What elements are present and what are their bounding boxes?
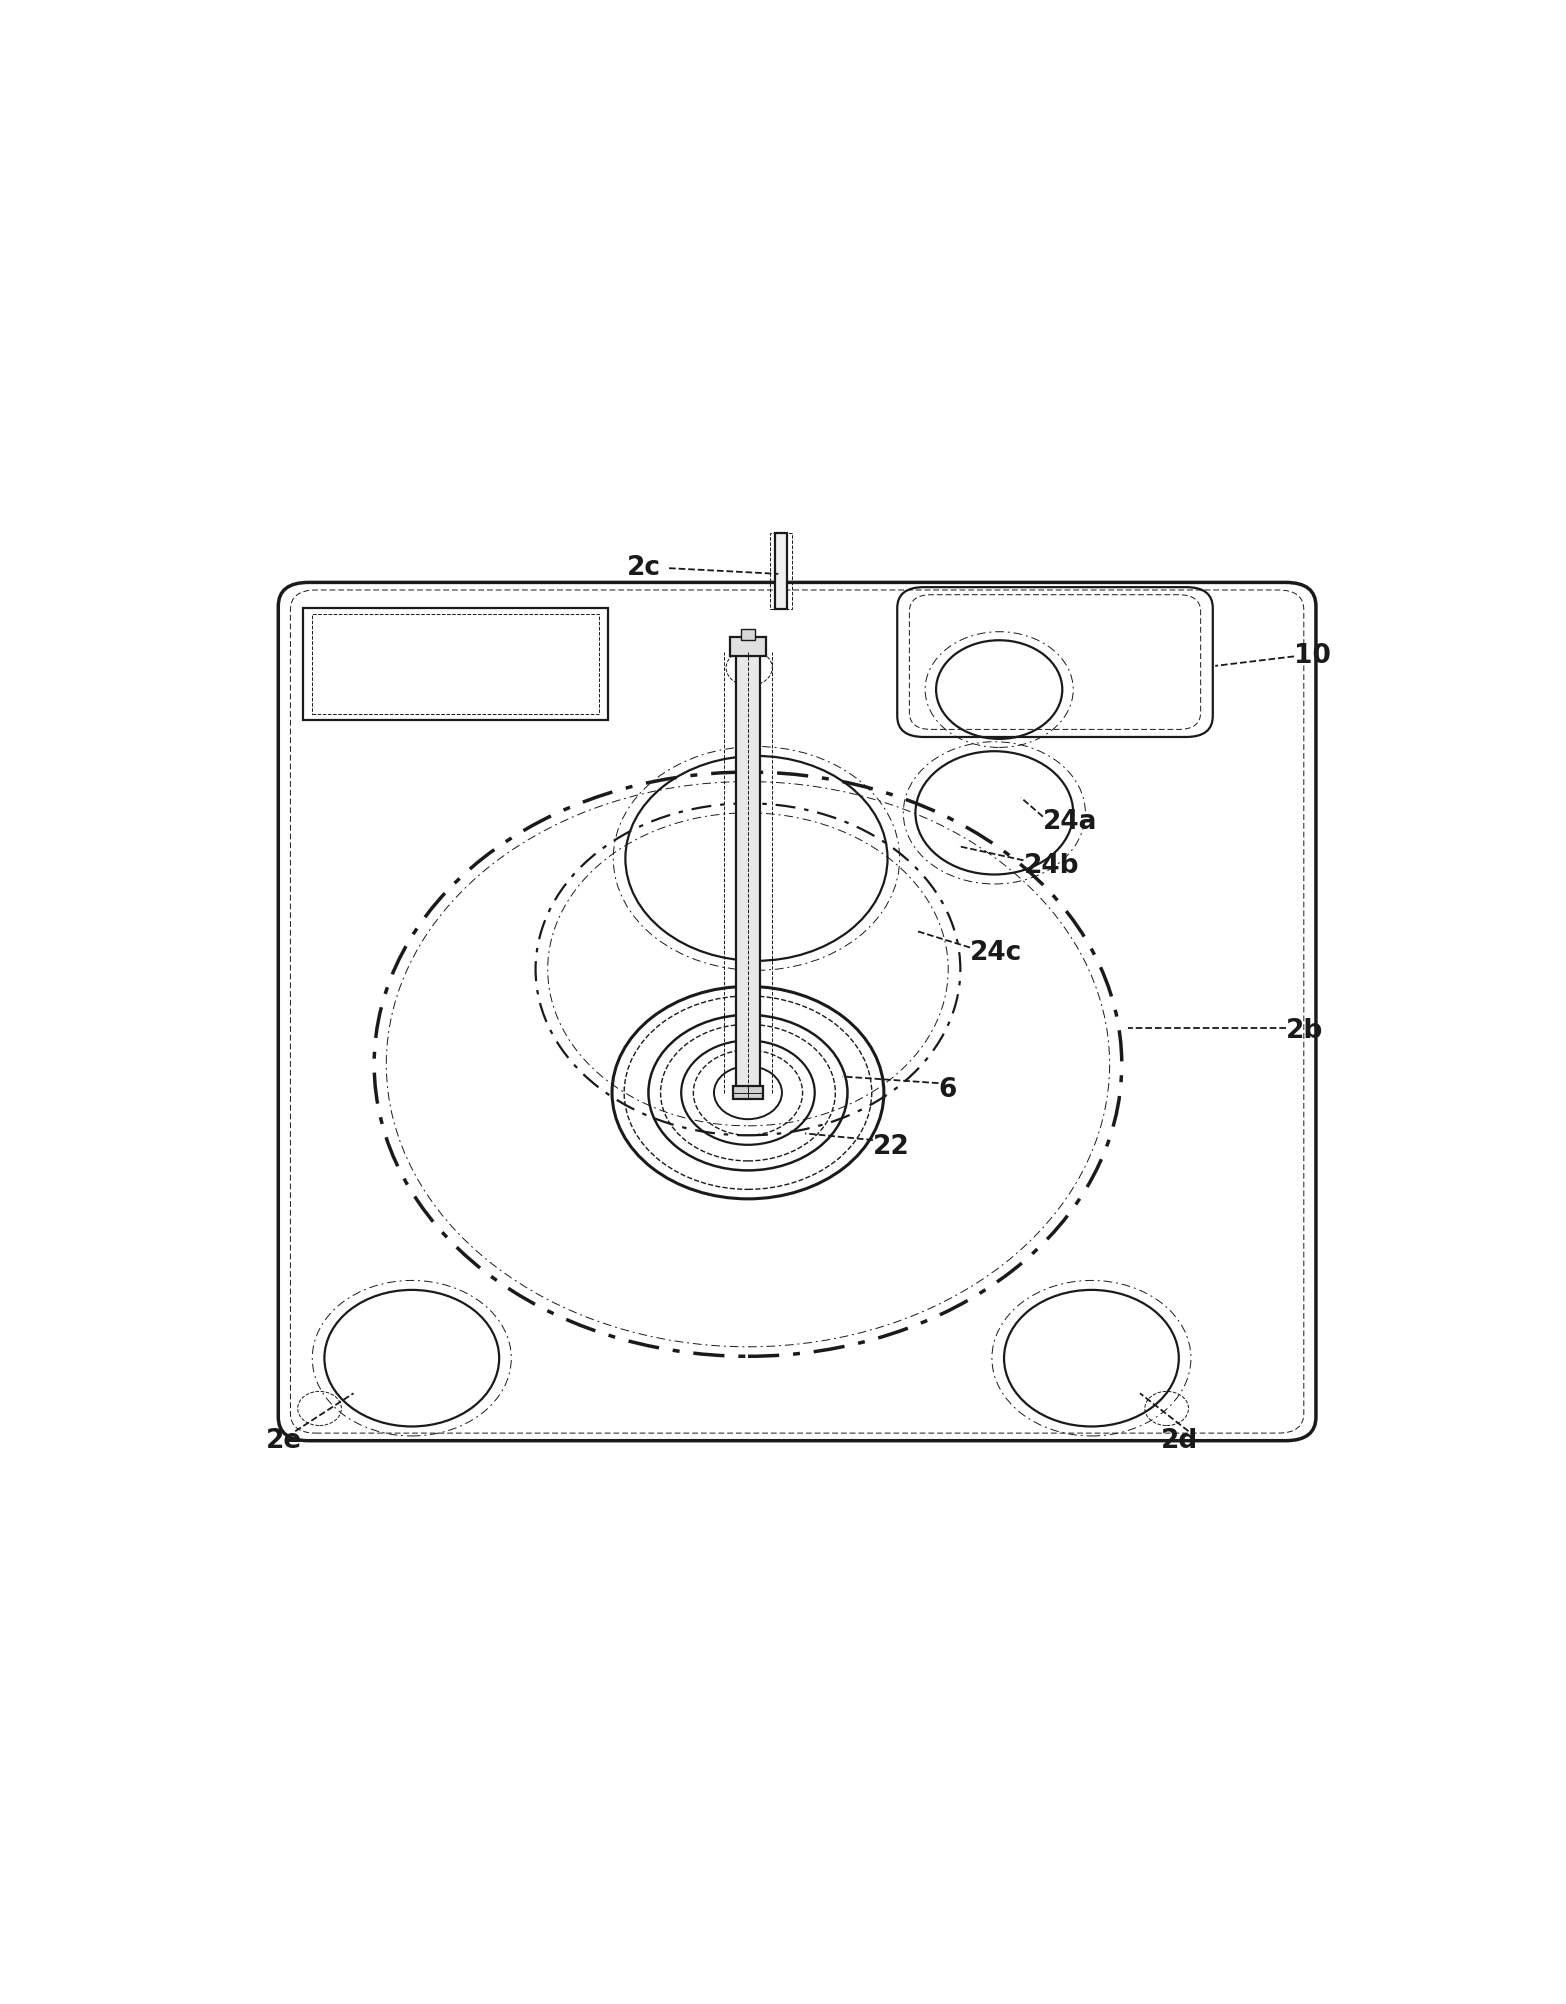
Text: 24c: 24c xyxy=(969,940,1023,966)
Bar xyxy=(741,629,755,639)
Text: 6: 6 xyxy=(938,1076,957,1102)
Bar xyxy=(302,607,609,719)
Bar xyxy=(736,651,760,1092)
Text: 24b: 24b xyxy=(1024,854,1079,880)
Text: 2e: 2e xyxy=(266,1427,302,1453)
Bar xyxy=(733,1086,763,1100)
Bar xyxy=(775,533,786,609)
Text: 24a: 24a xyxy=(1043,810,1098,836)
Text: 10: 10 xyxy=(1294,643,1331,669)
Bar xyxy=(770,533,792,609)
Text: 2d: 2d xyxy=(1160,1427,1198,1453)
Bar xyxy=(312,613,598,713)
Bar xyxy=(730,637,766,657)
Text: 2b: 2b xyxy=(1286,1018,1323,1044)
Text: 22: 22 xyxy=(872,1134,910,1160)
Text: 2c: 2c xyxy=(626,555,661,581)
